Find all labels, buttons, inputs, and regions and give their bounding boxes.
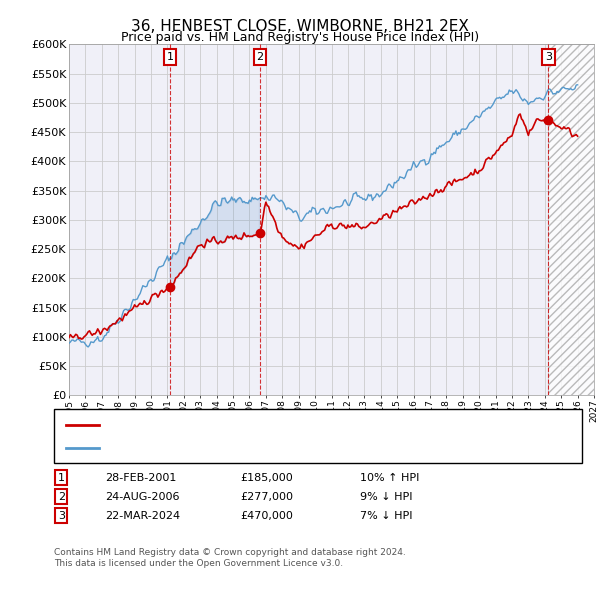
Text: £277,000: £277,000 (240, 492, 293, 502)
Text: Price paid vs. HM Land Registry's House Price Index (HPI): Price paid vs. HM Land Registry's House … (121, 31, 479, 44)
Text: 1: 1 (58, 473, 65, 483)
Text: 28-FEB-2001: 28-FEB-2001 (105, 473, 176, 483)
Text: 3: 3 (58, 511, 65, 520)
Text: 2: 2 (256, 52, 263, 62)
Text: £470,000: £470,000 (240, 511, 293, 520)
Text: 1: 1 (167, 52, 173, 62)
Text: Contains HM Land Registry data © Crown copyright and database right 2024.
This d: Contains HM Land Registry data © Crown c… (54, 548, 406, 568)
Text: 3: 3 (545, 52, 552, 62)
Text: 10% ↑ HPI: 10% ↑ HPI (360, 473, 419, 483)
Text: 22-MAR-2024: 22-MAR-2024 (105, 511, 180, 520)
Text: 9% ↓ HPI: 9% ↓ HPI (360, 492, 413, 502)
Text: 36, HENBEST CLOSE, WIMBORNE, BH21 2EX (detached house): 36, HENBEST CLOSE, WIMBORNE, BH21 2EX (d… (105, 420, 452, 430)
Text: 2: 2 (58, 492, 65, 502)
Text: £185,000: £185,000 (240, 473, 293, 483)
Text: HPI: Average price, detached house, Dorset: HPI: Average price, detached house, Dors… (105, 443, 348, 453)
Text: 24-AUG-2006: 24-AUG-2006 (105, 492, 179, 502)
Text: 7% ↓ HPI: 7% ↓ HPI (360, 511, 413, 520)
Text: 36, HENBEST CLOSE, WIMBORNE, BH21 2EX: 36, HENBEST CLOSE, WIMBORNE, BH21 2EX (131, 19, 469, 34)
